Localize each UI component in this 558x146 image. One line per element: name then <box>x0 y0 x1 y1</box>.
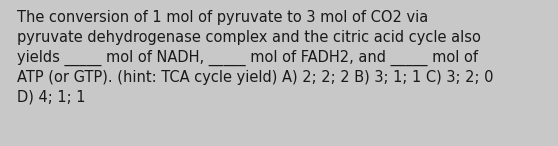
Text: The conversion of 1 mol of pyruvate to 3 mol of CO2 via
pyruvate dehydrogenase c: The conversion of 1 mol of pyruvate to 3… <box>17 10 493 105</box>
